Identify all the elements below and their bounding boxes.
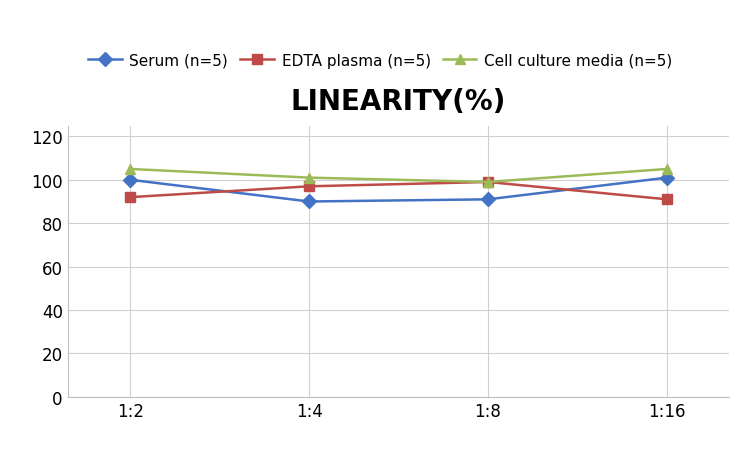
Cell culture media (n=5) bbox=[663, 167, 672, 172]
Serum (n=5) bbox=[484, 197, 493, 202]
Cell culture media (n=5) bbox=[305, 175, 314, 181]
EDTA plasma (n=5) bbox=[484, 180, 493, 185]
Line: Cell culture media (n=5): Cell culture media (n=5) bbox=[126, 165, 672, 188]
Line: EDTA plasma (n=5): EDTA plasma (n=5) bbox=[126, 178, 672, 205]
Serum (n=5) bbox=[126, 178, 135, 183]
Line: Serum (n=5): Serum (n=5) bbox=[126, 173, 672, 207]
EDTA plasma (n=5) bbox=[663, 197, 672, 202]
EDTA plasma (n=5) bbox=[126, 195, 135, 200]
Legend: Serum (n=5), EDTA plasma (n=5), Cell culture media (n=5): Serum (n=5), EDTA plasma (n=5), Cell cul… bbox=[82, 47, 678, 74]
Cell culture media (n=5) bbox=[484, 180, 493, 185]
Cell culture media (n=5) bbox=[126, 167, 135, 172]
Serum (n=5) bbox=[663, 175, 672, 181]
EDTA plasma (n=5) bbox=[305, 184, 314, 189]
Serum (n=5) bbox=[305, 199, 314, 205]
Title: LINEARITY(%): LINEARITY(%) bbox=[291, 87, 506, 115]
